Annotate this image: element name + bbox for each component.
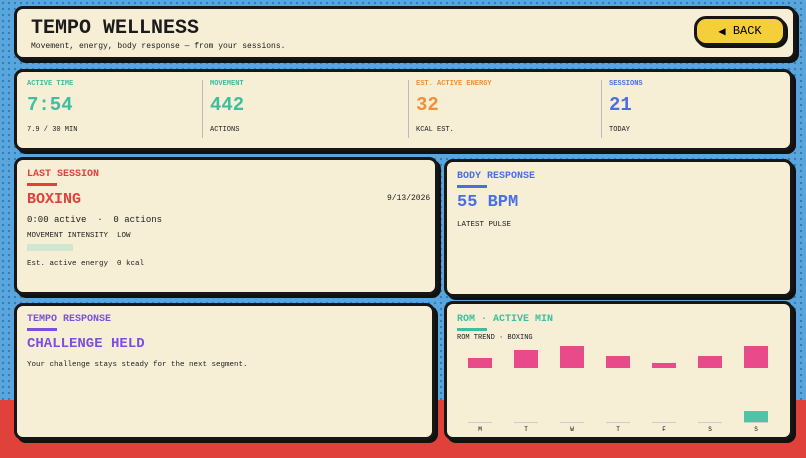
rom-bar xyxy=(698,356,722,368)
caption: LATEST PULSE xyxy=(457,221,512,229)
divider xyxy=(202,80,203,138)
stat-label: MOVEMENT xyxy=(210,80,244,88)
rom-card: ROM · ACTIVE MIN ROM TREND · BOXING M T W T… xyxy=(444,301,793,440)
stat-value: 32 xyxy=(416,94,439,116)
intensity-bar xyxy=(27,244,73,251)
header-card: TEMPO WELLNESS Movement, energy, body re… xyxy=(14,6,796,60)
message: Your challenge stays steady for the next… xyxy=(27,361,248,369)
pulse: 55 BPM xyxy=(457,193,519,212)
summary: 0:00 active · 0 actions xyxy=(27,215,163,225)
tempo-response-card: TEMPO RESPONSE CHALLENGE HELD Your chall… xyxy=(14,303,435,440)
status: CHALLENGE HELD xyxy=(27,336,145,352)
back-button[interactable]: ◀ BACK xyxy=(694,16,786,46)
heading: TEMPO RESPONSE xyxy=(27,314,112,325)
stat-label: EST. ACTIVE ENERGY xyxy=(416,80,492,88)
rom-bar xyxy=(652,363,676,368)
heading: BODY RESPONSE xyxy=(457,171,536,182)
activity: BOXING xyxy=(27,191,82,208)
stat-value: 21 xyxy=(609,94,632,116)
rom-bar xyxy=(514,350,538,368)
stat-sub: ACTIONS xyxy=(210,126,240,134)
x-tick-label: S xyxy=(708,426,712,433)
stat-sub: KCAL EST. xyxy=(416,126,454,134)
x-tick-label: W xyxy=(570,426,574,433)
title: TEMPO WELLNESS xyxy=(31,17,200,40)
date: 9/13/2026 xyxy=(387,194,431,203)
stat-sub: 7.9 / 30 MIN xyxy=(27,126,78,134)
stat-label: SESSIONS xyxy=(609,80,643,88)
x-tick-label: M xyxy=(478,426,482,433)
stat-value: 442 xyxy=(210,94,245,116)
underline xyxy=(457,185,487,188)
stat-sub: TODAY xyxy=(609,126,631,134)
underline xyxy=(457,328,487,331)
body-response-card: BODY RESPONSE 55 BPM LATEST PULSE xyxy=(444,159,793,297)
stat-value: 7:54 xyxy=(27,94,73,116)
subtitle: Movement, energy, body response — from y… xyxy=(31,42,286,51)
rom-bar xyxy=(560,346,584,368)
underline xyxy=(27,183,57,186)
divider xyxy=(408,80,409,138)
heading: LAST SESSION xyxy=(27,169,100,180)
x-tick-label: T xyxy=(524,426,528,433)
back-icon: ◀ xyxy=(718,24,733,39)
stats-card: ACTIVE TIME 7:54 7.9 / 30 MIN MOVEMENT 442 AC… xyxy=(14,69,793,151)
energy: Est. active energy 0 kcal xyxy=(27,260,145,268)
underline xyxy=(27,328,57,331)
intensity: MOVEMENT INTENSITY LOW xyxy=(27,232,131,240)
x-tick-label: S xyxy=(754,426,758,433)
rom-bar xyxy=(606,356,630,368)
chart-title: ROM · ACTIVE MIN xyxy=(457,314,554,325)
chart-subtitle: ROM TREND · BOXING xyxy=(457,334,533,342)
divider xyxy=(601,80,602,138)
rom-bar xyxy=(468,358,492,368)
stat-label: ACTIVE TIME xyxy=(27,80,74,88)
last-session-card: LAST SESSION 9/13/2026 BOXING 0:00 activ… xyxy=(14,157,438,295)
back-label: BACK xyxy=(732,24,762,38)
active-bar xyxy=(744,411,768,422)
rom-bar xyxy=(744,346,768,368)
x-tick-label: F xyxy=(662,426,666,433)
x-tick-label: T xyxy=(616,426,620,433)
